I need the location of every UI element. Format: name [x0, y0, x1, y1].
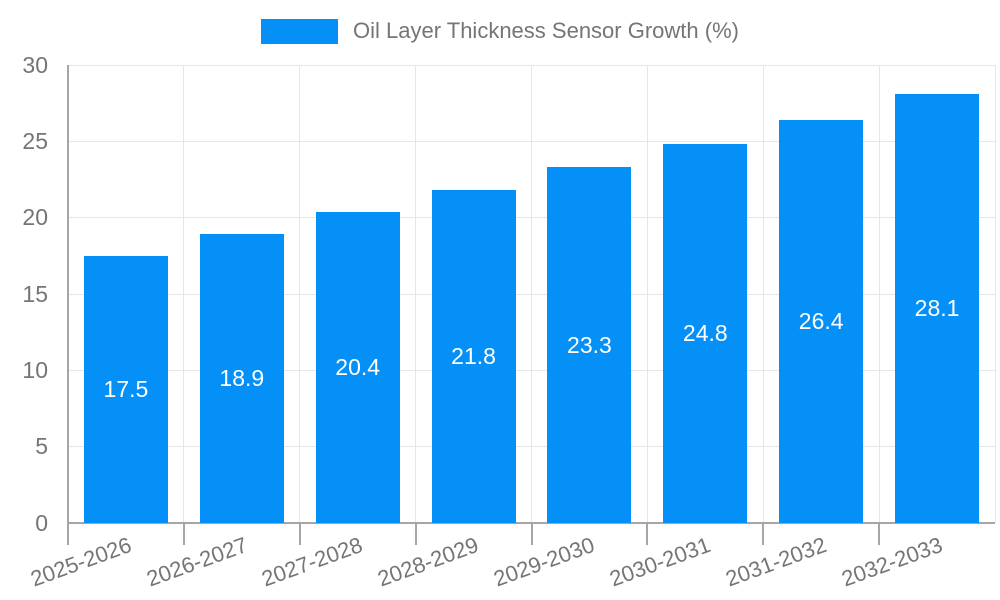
gridline-x-1: [183, 65, 185, 523]
y-tick-label-20: 20: [22, 204, 48, 231]
bar-value-label: 18.9: [219, 365, 265, 392]
y-tick-label-15: 15: [22, 280, 48, 307]
legend-swatch-icon: [261, 18, 339, 44]
bar-value-label: 24.8: [682, 320, 728, 347]
x-axis-tick: [762, 523, 765, 545]
x-tick-label-2026-2027: 2026-2027: [142, 532, 251, 592]
x-axis-tick: [646, 523, 649, 545]
bar-2030-2031[interactable]: 24.8: [663, 144, 748, 523]
gridline-x-5: [646, 65, 648, 523]
x-axis-tick: [414, 523, 417, 545]
bar-value-label: 28.1: [914, 295, 960, 321]
bar-value-label: 20.4: [335, 353, 381, 380]
y-tick-label-0: 0: [35, 509, 48, 536]
y-tick-label-5: 5: [35, 433, 48, 460]
x-tick-label-2029-2030: 2029-2030: [490, 532, 598, 592]
gridline-x-7: [878, 65, 880, 523]
gridline-x-6: [762, 65, 764, 523]
x-axis-line: [68, 522, 995, 524]
bar-2028-2029[interactable]: 21.8: [431, 190, 516, 523]
x-tick-label-2028-2029: 2028-2029: [374, 532, 483, 592]
x-tick-label-2025-2026: 2025-2026: [27, 532, 135, 592]
bar-2029-2030[interactable]: 23.3: [547, 167, 632, 523]
bar-2025-2026[interactable]: 17.5: [83, 255, 168, 523]
gridline-x-8: [994, 65, 996, 523]
x-tick-label-2032-2033: 2032-2033: [838, 532, 946, 592]
plot-area: 17.5 18.9 20.4 21.8 23.3 24.8 26.4 28.1: [67, 64, 996, 545]
y-tick-label-10: 10: [22, 356, 48, 383]
bar-2026-2027[interactable]: 18.9: [199, 234, 284, 523]
gridline-x-4: [531, 65, 532, 523]
y-axis-line: [67, 65, 69, 545]
x-axis-tick: [878, 523, 881, 545]
bar-value-label: 17.5: [103, 375, 149, 402]
legend-label: Oil Layer Thickness Sensor Growth (%): [353, 18, 739, 43]
gridline-x-3: [415, 65, 417, 523]
legend[interactable]: Oil Layer Thickness Sensor Growth (%): [0, 18, 1000, 44]
gridline-x-2: [299, 65, 301, 523]
bar-2027-2028[interactable]: 20.4: [315, 211, 400, 523]
x-axis-tick: [298, 523, 301, 545]
bar-value-label: 21.8: [451, 343, 496, 370]
x-tick-label-2027-2028: 2027-2028: [258, 532, 367, 592]
y-tick-label-30: 30: [22, 51, 48, 78]
bar-2032-2033[interactable]: 28.1: [895, 94, 980, 523]
bar-value-label: 26.4: [798, 307, 844, 334]
x-axis-tick: [182, 523, 185, 545]
x-tick-label-2031-2032: 2031-2032: [722, 532, 830, 592]
bar-value-label: 23.3: [567, 331, 612, 358]
bar-2031-2032[interactable]: 26.4: [779, 119, 864, 523]
y-tick-label-25: 25: [22, 127, 48, 154]
x-axis-tick: [530, 523, 533, 545]
x-tick-label-2030-2031: 2030-2031: [606, 532, 714, 592]
